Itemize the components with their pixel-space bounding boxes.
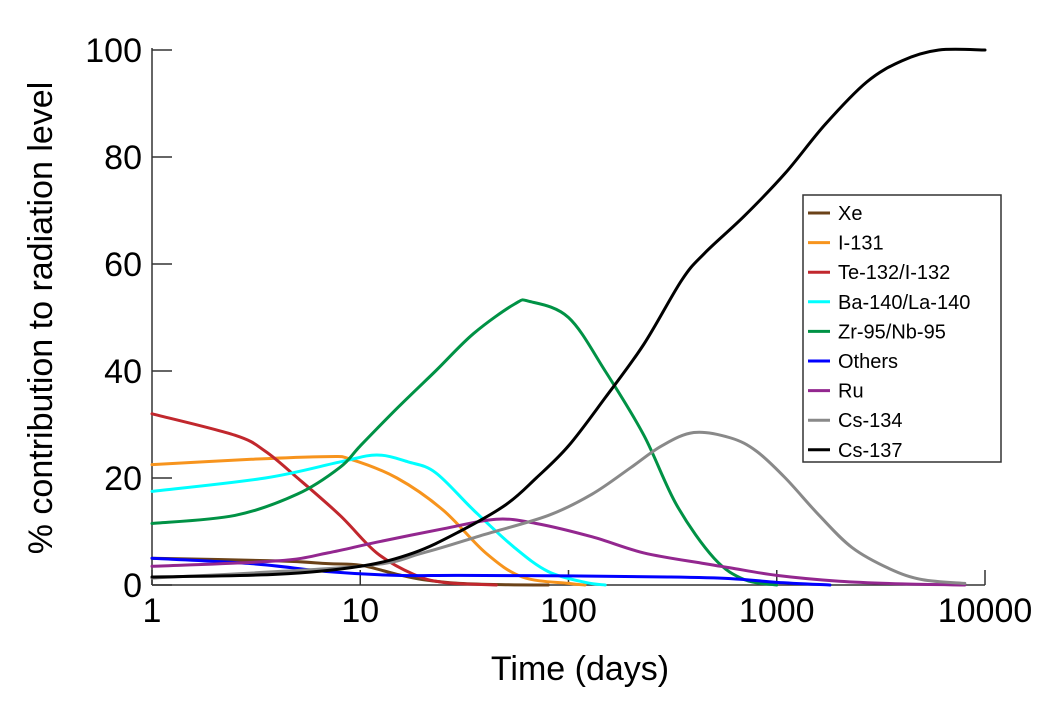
series-line-cs-137 [150, 47, 987, 579]
x-tick-label: 100 [540, 592, 597, 630]
series-line-ru [150, 517, 967, 587]
legend-label: Ba-140/La-140 [838, 292, 970, 314]
legend-label: Te-132/I-132 [838, 262, 950, 284]
legend-label: I-131 [838, 233, 884, 255]
x-tick-label: 1 [143, 592, 162, 630]
x-tick-label: 1000 [739, 592, 815, 630]
legend-label: Zr-95/Nb-95 [838, 321, 946, 343]
y-tick-label: 80 [104, 139, 142, 177]
y-tick-label: 100 [85, 32, 142, 70]
y-tick-label: 20 [104, 460, 142, 498]
series-line-cs-134 [150, 430, 967, 585]
series-lines [150, 47, 987, 587]
legend-label: Others [838, 351, 898, 373]
legend-label: Cs-134 [838, 410, 902, 432]
legend-label: Cs-137 [838, 440, 902, 462]
y-tick-label: 60 [104, 246, 142, 284]
series-line-zr-95-nb-95 [150, 298, 779, 587]
x-tick-label: 10 [341, 592, 379, 630]
y-tick-label: 0 [123, 567, 142, 605]
x-axis-label: Time (days) [491, 650, 669, 688]
legend-label: Ru [838, 381, 864, 403]
y-tick-label: 40 [104, 353, 142, 391]
y-axis-label: % contribution to radiation level [22, 82, 60, 555]
x-tick-label: 10000 [938, 592, 1033, 630]
axes: 0 20 40 60 80 100 1 10 100 1000 10000 [85, 32, 1032, 630]
series-line-others [150, 556, 832, 587]
legend: Xe I-131 Te-132/I-132 Ba-140/La-140 Zr-95/Nb… [802, 194, 1002, 463]
legend-box [802, 194, 1002, 463]
series-line-te-132-i-132 [150, 412, 498, 587]
legend-label: Xe [838, 203, 862, 225]
